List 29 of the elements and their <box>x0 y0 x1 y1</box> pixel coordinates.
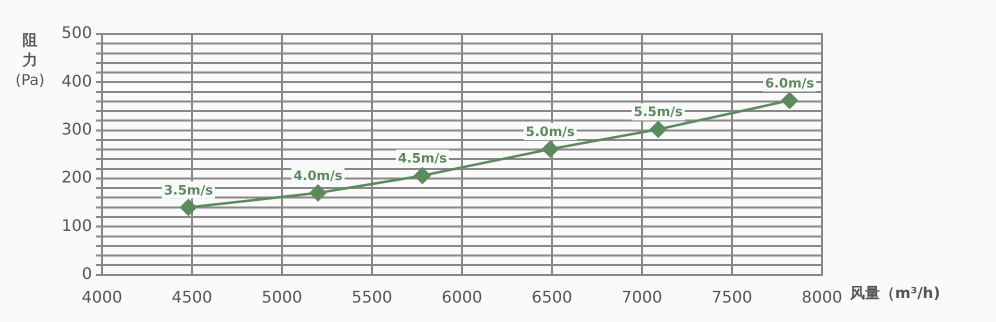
y-tick-label: 400 <box>61 71 92 90</box>
x-tick-label: 4500 <box>172 288 212 307</box>
x-tick-label: 6000 <box>442 288 482 307</box>
point <box>781 92 798 109</box>
point <box>542 140 558 158</box>
x-tick-label: 7000 <box>622 288 662 307</box>
annotation: 3.5m/s <box>164 183 214 198</box>
x-tick-label: 5500 <box>352 288 392 307</box>
y-tick-label: 500 <box>61 23 92 42</box>
y-tick-label: 300 <box>61 119 92 138</box>
x-tick-label: 7500 <box>712 288 752 307</box>
point <box>310 184 326 202</box>
y-tick-label: 200 <box>61 168 92 187</box>
annotation: 5.5m/s <box>634 105 683 120</box>
point <box>414 167 431 184</box>
x-tick-label: 6500 <box>532 288 572 307</box>
annotation: 4.0m/s <box>293 168 343 184</box>
annotation: 4.5m/s <box>398 151 448 166</box>
y-tick-label: 100 <box>61 216 92 235</box>
x-axis-title: 风量（m³/h) <box>850 284 940 303</box>
x-tick-label: 8000 <box>802 288 842 307</box>
x-tick-label: 4000 <box>82 288 122 307</box>
y-tick-label: 0 <box>82 264 92 283</box>
annotation: 5.0m/s <box>526 124 575 140</box>
point <box>650 121 666 138</box>
point <box>180 199 197 216</box>
x-tick-label: 5000 <box>262 288 302 307</box>
annotation: 6.0m/s <box>765 76 814 92</box>
y-axis-title: 阻力 (Pa) <box>14 30 46 90</box>
